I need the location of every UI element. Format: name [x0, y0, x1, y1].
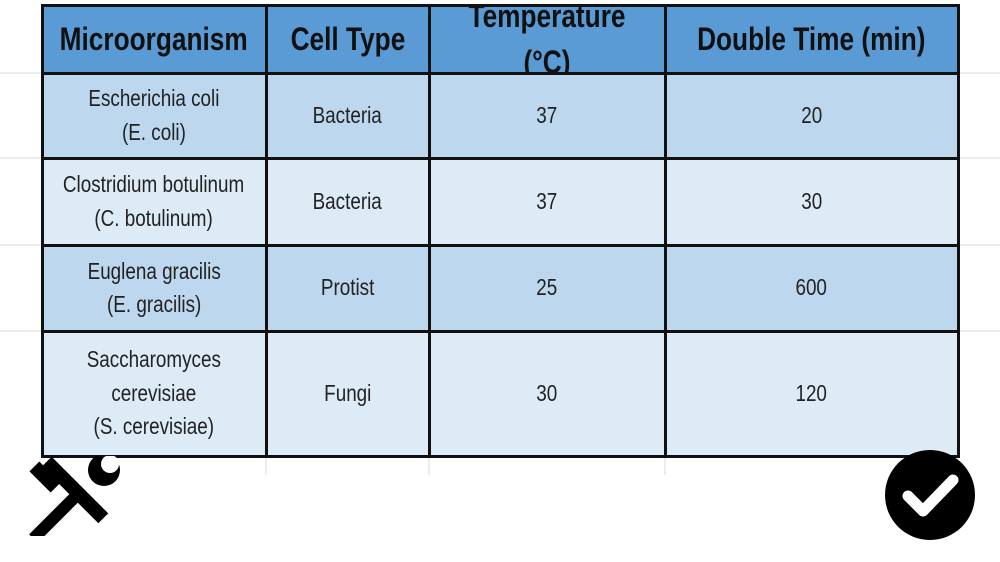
- table-cell: Clostridium botulinum (C. botulinum): [42, 158, 266, 245]
- cell-text: 25: [536, 274, 558, 301]
- table-cell: Bacteria: [266, 158, 429, 245]
- cell-text: 600: [795, 274, 828, 301]
- table-cell: Saccharomyces cerevisiae (S. cerevisiae): [42, 331, 266, 456]
- header-cell: Microorganism: [42, 5, 266, 73]
- cell-text: Cell Type: [290, 20, 405, 57]
- table-cell: 30: [429, 331, 665, 456]
- cell-text: 30: [536, 379, 558, 406]
- cell-text: 37: [536, 101, 558, 128]
- cell-text: 37: [536, 187, 558, 214]
- table-cell: 25: [429, 245, 665, 331]
- table-cell: 120: [665, 331, 958, 456]
- table-cell: Protist: [266, 245, 429, 331]
- table-cell: 30: [665, 158, 958, 245]
- cell-text: 20: [801, 101, 822, 128]
- cell-text: Microorganism: [59, 20, 249, 57]
- cell-text: Clostridium botulinum (C. botulinum): [63, 171, 245, 231]
- cell-text: Euglena gracilis (E. gracilis): [87, 257, 221, 317]
- table-cell: Escherichia coli (E. coli): [42, 73, 266, 158]
- cell-text: Bacteria: [312, 187, 383, 214]
- table-cell: 600: [665, 245, 958, 331]
- cell-text: 30: [801, 187, 822, 214]
- tools-icon[interactable]: [28, 456, 124, 536]
- table-cell: Bacteria: [266, 73, 429, 158]
- cell-text: Double Time (min): [697, 20, 926, 57]
- table-cell: 37: [429, 158, 665, 245]
- header-cell: Double Time (min): [665, 5, 958, 73]
- header-cell: Temperature (°C): [429, 0, 665, 80]
- table-cell: 20: [665, 73, 958, 158]
- cell-text: Fungi: [323, 379, 372, 406]
- cell-text: Protist: [320, 274, 375, 301]
- cell-text: Bacteria: [312, 101, 383, 128]
- table-cell: Euglena gracilis (E. gracilis): [42, 245, 266, 331]
- header-cell: Cell Type: [266, 5, 429, 73]
- cell-text: Escherichia coli (E. coli): [88, 85, 220, 145]
- cell-text: Saccharomyces cerevisiae (S. cerevisiae): [86, 346, 222, 440]
- table-cell: Fungi: [266, 331, 429, 456]
- table-cell: 37: [429, 73, 665, 158]
- confirm-icon[interactable]: [884, 449, 976, 541]
- cell-text: 120: [795, 379, 828, 406]
